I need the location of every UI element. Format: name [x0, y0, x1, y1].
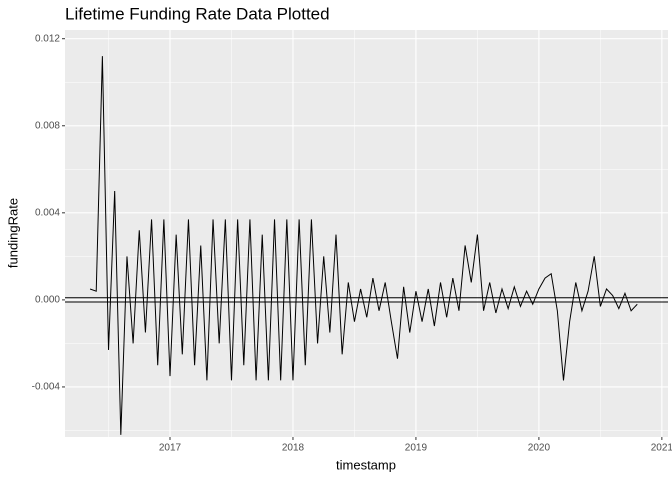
x-tick-label: 2019 [405, 443, 428, 454]
y-tick-label: -0.004 [32, 382, 61, 393]
data-line [89, 56, 638, 435]
panel [65, 30, 668, 437]
y-tick-label: 0.008 [35, 120, 60, 131]
x-tick-label: 2017 [159, 443, 182, 454]
y-tick-label: 0.000 [35, 295, 60, 306]
y-tick-label: 0.012 [35, 33, 60, 44]
y-axis-title: fundingRate [5, 198, 20, 268]
y-tick-label: 0.004 [35, 207, 60, 218]
x-tick-label: 2020 [528, 443, 551, 454]
x-tick-label: 2021 [651, 443, 672, 454]
x-axis-title: timestamp [336, 457, 396, 472]
x-tick-label: 2018 [282, 443, 305, 454]
chart-title: Lifetime Funding Rate Data Plotted [65, 4, 330, 23]
